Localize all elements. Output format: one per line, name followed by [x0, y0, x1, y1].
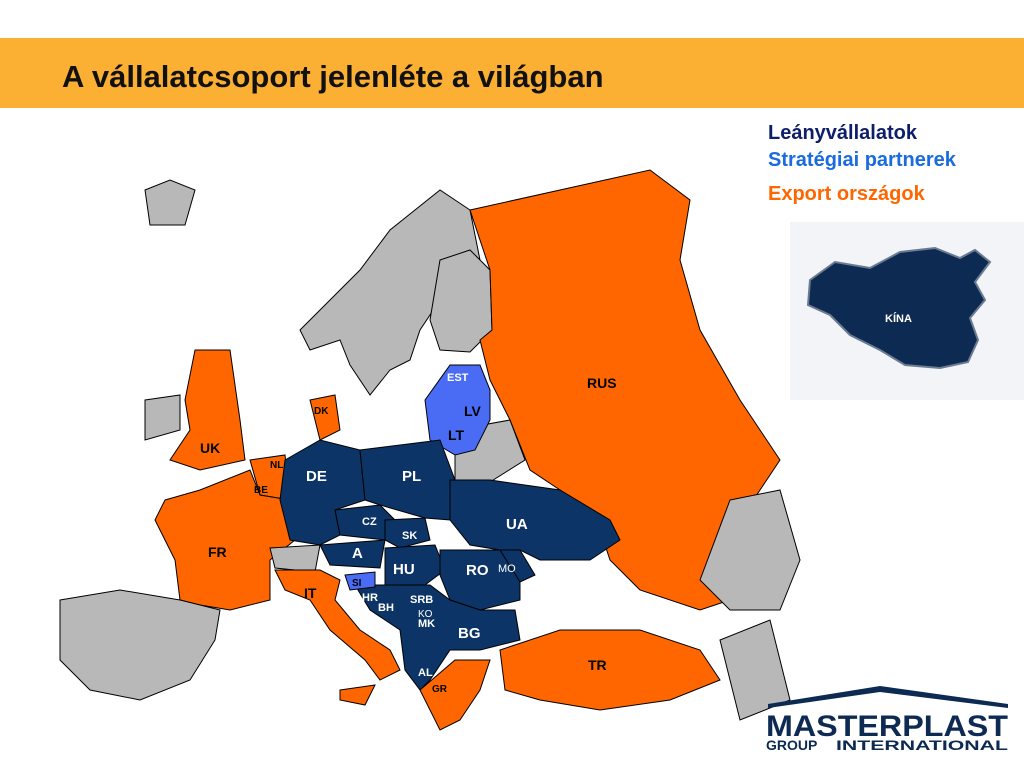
country-label: NL	[270, 460, 283, 471]
country	[354, 584, 521, 691]
country	[429, 249, 493, 353]
country-label: BG	[458, 625, 481, 642]
country-label: KO	[418, 609, 433, 620]
country	[319, 539, 386, 569]
country	[469, 169, 781, 611]
country	[169, 349, 246, 471]
country	[699, 489, 801, 611]
country-label: PL	[402, 468, 421, 485]
country-label: DE	[306, 468, 327, 485]
country-label: HU	[393, 561, 415, 578]
country	[384, 517, 431, 549]
title: A vállalatcsoport jelenléte a világban	[62, 59, 604, 94]
country	[154, 469, 296, 611]
country	[449, 479, 621, 561]
country-label: CZ	[362, 516, 377, 528]
country-label: LV	[464, 403, 482, 419]
country-label: AL	[418, 667, 433, 679]
country-label: SI	[352, 578, 362, 589]
country-label: SRB	[410, 594, 433, 606]
logo-international: INTERNATIONAL	[836, 737, 1009, 753]
country-label: FR	[208, 544, 227, 560]
country	[344, 571, 376, 591]
legend-subsidiaries: Leányvállalatok	[768, 122, 918, 144]
country	[419, 659, 491, 731]
country-label: BE	[254, 485, 268, 496]
country-label: TR	[588, 657, 607, 673]
title-bar	[0, 38, 1024, 108]
logo-roof	[768, 686, 1008, 708]
country-label: LT	[448, 427, 465, 443]
country	[274, 569, 401, 681]
legend-export: Export országok	[768, 183, 926, 205]
country-label: UA	[506, 516, 528, 533]
legend-partners: Stratégiai partnerek	[768, 149, 957, 171]
country-label: UK	[200, 440, 220, 456]
country-label: IT	[304, 585, 317, 601]
country	[719, 619, 791, 721]
china-shape	[806, 246, 992, 370]
logo-group: GROUP	[766, 737, 817, 753]
logo: MASTERPLAST GROUP INTERNATIONAL	[766, 686, 1009, 753]
country	[499, 629, 721, 711]
country	[499, 549, 536, 583]
country-label: MK	[418, 618, 435, 630]
country-label: MO	[498, 563, 516, 575]
country-label: RUS	[587, 375, 617, 391]
country-label: DK	[314, 406, 329, 417]
country-label: A	[352, 545, 363, 562]
country	[144, 179, 196, 226]
china-inset: KÍNA	[790, 222, 1024, 400]
country	[309, 394, 341, 441]
country-label: BH	[378, 602, 394, 614]
country-label: GR	[432, 684, 448, 695]
logo-name: MASTERPLAST	[766, 710, 1008, 743]
country	[144, 394, 181, 441]
country-label: EST	[447, 372, 469, 384]
country	[59, 589, 221, 701]
country-label: RO	[466, 562, 489, 579]
country	[269, 544, 321, 573]
country	[384, 544, 446, 586]
inset-label: KÍNA	[885, 312, 912, 325]
country	[339, 684, 376, 706]
map: DE PL CZ SK A HU UA RO MO HR BH SRB KO M…	[59, 169, 801, 731]
country-label: HR	[362, 592, 378, 604]
country-label: SK	[402, 530, 417, 542]
country	[359, 439, 456, 521]
